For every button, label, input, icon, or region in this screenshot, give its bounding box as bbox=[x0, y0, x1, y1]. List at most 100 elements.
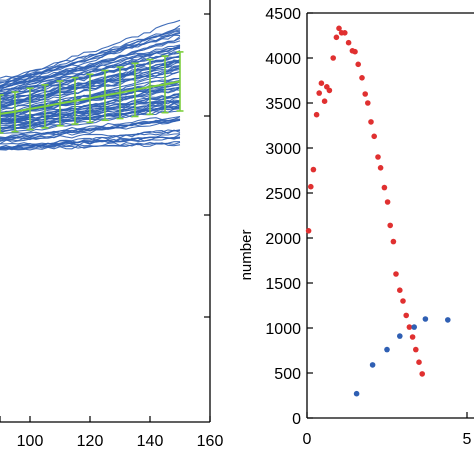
x-tick-label: 100 bbox=[17, 433, 44, 450]
ensemble-line bbox=[0, 19, 181, 81]
data-point bbox=[371, 133, 378, 140]
ensemble-lines bbox=[0, 19, 181, 151]
y-tick-label: 1000 bbox=[265, 321, 301, 338]
data-point bbox=[330, 55, 337, 61]
data-point bbox=[342, 30, 348, 36]
data-point bbox=[445, 317, 451, 323]
ensemble-line bbox=[0, 141, 180, 150]
data-point bbox=[345, 39, 352, 46]
error-bar bbox=[71, 76, 79, 125]
data-point bbox=[326, 87, 333, 94]
data-point bbox=[387, 222, 394, 229]
data-point bbox=[313, 111, 320, 118]
data-point bbox=[321, 98, 328, 104]
ensemble-line bbox=[0, 68, 181, 110]
data-point bbox=[416, 359, 422, 366]
data-point bbox=[359, 75, 365, 81]
ensemble-line bbox=[0, 46, 181, 95]
error-bar bbox=[86, 73, 94, 124]
error-bar bbox=[41, 84, 49, 129]
y-tick-label: 3500 bbox=[265, 96, 301, 113]
data-point bbox=[368, 119, 374, 125]
data-point bbox=[352, 48, 358, 55]
data-point bbox=[413, 346, 419, 353]
data-point bbox=[381, 184, 388, 191]
ensemble-line bbox=[0, 94, 181, 118]
data-point bbox=[406, 324, 413, 330]
right-axes bbox=[306, 12, 474, 419]
ensemble-line bbox=[0, 28, 181, 87]
ensemble-line bbox=[0, 129, 181, 149]
data-point bbox=[384, 346, 390, 353]
y-axis-title: number bbox=[238, 230, 255, 281]
left-x-tick-labels: 100 120 140 160 bbox=[17, 433, 224, 450]
data-point bbox=[355, 61, 362, 68]
data-point bbox=[369, 362, 376, 368]
data-point bbox=[318, 80, 325, 86]
ensemble-line bbox=[0, 55, 181, 97]
error-bar bbox=[176, 51, 184, 112]
data-point bbox=[397, 287, 403, 294]
scatter-points bbox=[305, 25, 451, 397]
x-tick-label: 5 bbox=[463, 431, 472, 448]
data-point bbox=[403, 312, 410, 319]
data-point bbox=[393, 271, 399, 277]
error-bar bbox=[26, 87, 34, 131]
ensemble-line bbox=[0, 59, 181, 101]
data-point bbox=[353, 390, 360, 397]
error-bar bbox=[11, 91, 19, 133]
ensemble-line bbox=[0, 102, 181, 124]
x-tick-label: 140 bbox=[137, 433, 164, 450]
data-point bbox=[305, 228, 312, 234]
y-tick-label: 2500 bbox=[265, 186, 301, 203]
ensemble-line bbox=[0, 77, 181, 113]
data-point bbox=[409, 334, 416, 340]
data-point bbox=[308, 183, 314, 190]
error-bar bbox=[56, 80, 64, 127]
ensemble-line bbox=[0, 87, 181, 120]
y-tick-label: 4000 bbox=[265, 51, 301, 68]
data-point bbox=[400, 298, 406, 304]
ensemble-line bbox=[0, 106, 181, 131]
data-point bbox=[377, 165, 384, 171]
data-point bbox=[310, 166, 317, 173]
ensemble-line bbox=[0, 67, 181, 103]
y-tick-label: 2000 bbox=[265, 231, 301, 248]
ensemble-line bbox=[0, 118, 181, 140]
y-tick-label: 4500 bbox=[265, 6, 301, 23]
ensemble-line bbox=[0, 118, 181, 139]
data-point bbox=[390, 238, 397, 245]
data-point bbox=[419, 371, 426, 377]
ensemble-line bbox=[0, 129, 181, 141]
error-bar bbox=[161, 55, 169, 114]
ensemble-line bbox=[0, 141, 181, 151]
x-tick-label: 120 bbox=[77, 433, 104, 450]
y-tick-label: 1500 bbox=[265, 276, 301, 293]
data-point bbox=[336, 25, 342, 32]
ensemble-line bbox=[0, 34, 181, 83]
data-point bbox=[411, 324, 418, 330]
data-point bbox=[316, 90, 323, 96]
data-point bbox=[365, 100, 371, 106]
ensemble-line bbox=[0, 44, 181, 89]
x-tick-label: 0 bbox=[303, 431, 312, 448]
error-bar bbox=[131, 62, 139, 118]
error-bar bbox=[116, 66, 124, 120]
ensemble-line bbox=[0, 107, 181, 129]
ensemble-line bbox=[0, 119, 181, 143]
ensemble-line bbox=[0, 25, 181, 83]
data-point bbox=[397, 333, 403, 339]
ensemble-line bbox=[0, 95, 181, 129]
mean-line-with-error-bars bbox=[0, 51, 184, 134]
data-point bbox=[375, 154, 381, 160]
error-bar bbox=[0, 94, 4, 134]
data-point bbox=[422, 316, 429, 322]
left-chart: 100 120 140 160 bbox=[0, 0, 223, 450]
data-point bbox=[333, 34, 340, 41]
x-tick-label: 160 bbox=[197, 433, 224, 450]
error-bar bbox=[101, 69, 109, 122]
data-point bbox=[384, 199, 391, 205]
error-bar bbox=[146, 58, 154, 116]
